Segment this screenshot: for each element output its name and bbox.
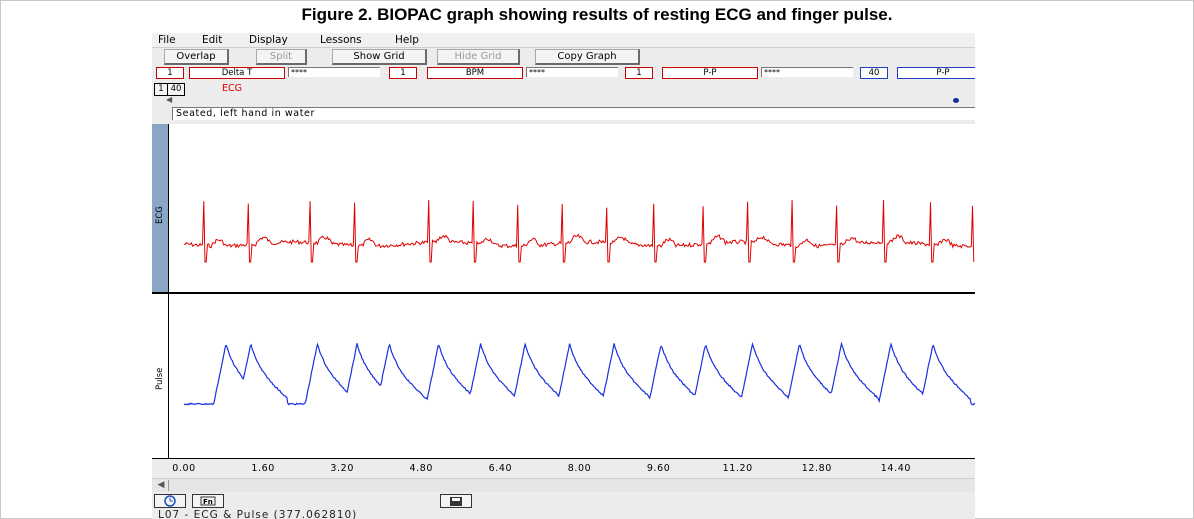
- measure-4-channel[interactable]: 40: [860, 67, 888, 79]
- selected-channel-label: ECG: [222, 83, 242, 94]
- ecg-axis-label: ECG: [155, 206, 165, 224]
- status-line: L07 - ECG & Pulse (377.062810): [158, 509, 358, 519]
- measure-1-channel[interactable]: 1: [156, 67, 184, 79]
- menu-display[interactable]: Display: [249, 34, 288, 46]
- ecg-waveform: [183, 199, 975, 263]
- marker-arrow-icon[interactable]: ◀: [166, 95, 173, 104]
- time-tick: 9.60: [646, 463, 671, 474]
- pulse-channel-sidebar[interactable]: Pulse: [152, 294, 169, 458]
- measure-3-channel[interactable]: 1: [625, 67, 653, 79]
- bottom-toolbar: Fn: [152, 492, 975, 508]
- clock-icon[interactable]: [154, 494, 186, 508]
- time-tick: 14.40: [880, 463, 911, 474]
- time-tick: 0.00: [172, 463, 196, 474]
- svg-text:Fn: Fn: [203, 498, 213, 506]
- graph-area: ECG Pulse: [152, 124, 975, 458]
- figure-title: Figure 2. BIOPAC graph showing results o…: [301, 5, 893, 24]
- time-tick: 3.20: [330, 463, 354, 474]
- show-grid-button[interactable]: Show Grid: [332, 49, 427, 65]
- measure-2-value: ****: [526, 67, 618, 77]
- ecg-channel-sidebar[interactable]: ECG: [152, 124, 169, 294]
- channel-divider: [152, 292, 975, 294]
- time-tick: 11.20: [722, 463, 753, 474]
- pulse-axis-label: Pulse: [155, 367, 165, 390]
- menu-help[interactable]: Help: [395, 34, 419, 46]
- time-tick: 12.80: [801, 463, 832, 474]
- marker-annotation[interactable]: Seated, left hand in water: [172, 107, 975, 120]
- measure-2-channel[interactable]: 1: [389, 67, 417, 79]
- split-button[interactable]: Split: [256, 49, 307, 65]
- measure-3-type[interactable]: P-P: [662, 67, 758, 79]
- hide-grid-button[interactable]: Hide Grid: [437, 49, 520, 65]
- menu-lessons[interactable]: Lessons: [320, 34, 362, 46]
- scroll-left-icon[interactable]: ◀: [154, 480, 169, 491]
- copy-graph-button[interactable]: Copy Graph: [535, 49, 640, 65]
- menu-file[interactable]: File: [158, 34, 176, 46]
- toolbar: Overlap Split Show Grid Hide Grid Copy G…: [152, 48, 975, 65]
- overlap-button[interactable]: Overlap: [164, 49, 229, 65]
- time-tick: 4.80: [409, 463, 434, 474]
- time-tick: 6.40: [488, 463, 513, 474]
- save-icon[interactable]: [440, 494, 472, 508]
- channel-button-40[interactable]: 40: [167, 83, 185, 96]
- waveform-canvas: [183, 199, 975, 406]
- marker-dot-icon[interactable]: [953, 98, 959, 103]
- channel-row: 1 40 ECG: [152, 81, 975, 97]
- marker-row: ◀: [152, 95, 975, 107]
- measurement-row: 1 Delta T **** 1 BPM **** 1 P-P **** 40 …: [152, 66, 975, 80]
- measure-3-value: ****: [761, 67, 853, 77]
- horizontal-scrollbar[interactable]: ◀: [152, 478, 975, 493]
- pulse-waveform: [183, 341, 975, 406]
- measure-1-type[interactable]: Delta T: [189, 67, 285, 79]
- measure-1-value: ****: [288, 67, 380, 77]
- measure-2-type[interactable]: BPM: [427, 67, 523, 79]
- menu-edit[interactable]: Edit: [202, 34, 223, 46]
- biopac-window: File Edit Display Lessons Help Overlap S…: [152, 33, 975, 519]
- time-axis: 0.00 1.60 3.20 4.80 6.40 8.00 9.60 11.20 12.80 14…: [152, 458, 975, 477]
- menu-bar: File Edit Display Lessons Help: [152, 33, 975, 48]
- measure-4-type[interactable]: P-P: [897, 67, 975, 79]
- time-tick: 1.60: [251, 463, 275, 474]
- fn-icon[interactable]: Fn: [192, 494, 224, 508]
- time-tick: 8.00: [567, 463, 592, 474]
